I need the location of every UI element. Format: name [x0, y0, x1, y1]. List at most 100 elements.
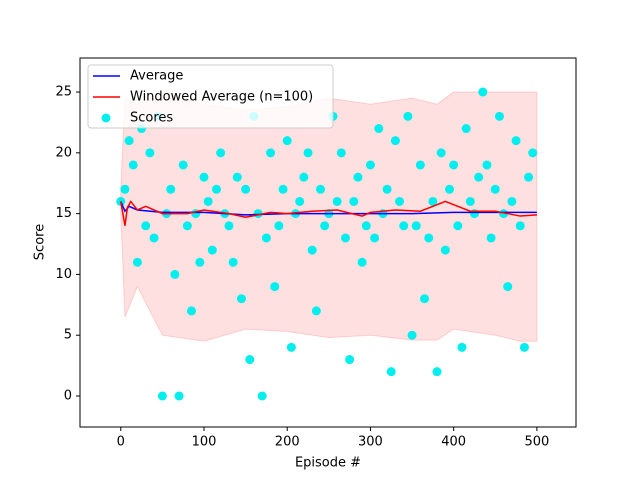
score-point	[465, 196, 475, 206]
x-axis-label: Episode #	[295, 456, 361, 471]
score-point	[395, 196, 405, 206]
score-point	[445, 184, 455, 194]
score-point	[494, 111, 504, 121]
line	[120, 201, 537, 216]
score-point	[349, 196, 359, 206]
score-point	[228, 257, 238, 267]
x-tick-label: 300	[358, 435, 383, 450]
score-point	[149, 233, 159, 243]
score-point	[524, 172, 534, 182]
score-point	[178, 160, 188, 170]
score-point	[474, 172, 484, 182]
score-point	[295, 196, 305, 206]
score-point	[415, 160, 425, 170]
score-point	[141, 221, 151, 231]
score-point	[157, 391, 167, 401]
score-point	[128, 160, 138, 170]
score-point	[370, 233, 380, 243]
score-point	[440, 245, 450, 255]
score-point	[224, 221, 234, 231]
x-tick-label: 400	[441, 435, 466, 450]
score-point	[528, 148, 538, 158]
score-point	[411, 221, 421, 231]
legend-label: Average	[130, 69, 183, 84]
score-point	[361, 221, 371, 231]
score-point	[245, 355, 255, 365]
score-point	[241, 184, 251, 194]
score-point	[257, 391, 267, 401]
plot-frame	[79, 57, 577, 428]
score-point	[457, 342, 467, 352]
score-point	[436, 148, 446, 158]
score-point	[311, 306, 321, 316]
score-point	[399, 221, 409, 231]
score-point	[286, 342, 296, 352]
score-point	[145, 148, 155, 158]
score-point	[307, 245, 317, 255]
score-point	[482, 160, 492, 170]
score-point	[432, 367, 442, 377]
score-point	[499, 209, 509, 219]
score-point	[519, 342, 529, 352]
x-tick-label: 200	[275, 435, 300, 450]
score-point	[390, 136, 400, 146]
score-point	[299, 172, 309, 182]
score-point	[120, 184, 130, 194]
score-point	[320, 221, 330, 231]
y-tick-label: 0	[64, 388, 72, 403]
score-point	[453, 221, 463, 231]
y-tick-label: 20	[55, 145, 72, 160]
y-axis-label: Score	[33, 224, 48, 260]
score-point	[303, 148, 313, 158]
score-point	[407, 330, 417, 340]
score-point	[420, 294, 430, 304]
score-point	[282, 136, 292, 146]
score-point	[124, 136, 134, 146]
score-point	[490, 184, 500, 194]
x-tick-label: 0	[117, 435, 125, 450]
score-point	[270, 282, 280, 292]
score-point	[507, 196, 517, 206]
score-point	[486, 233, 496, 243]
legend-box	[87, 64, 334, 129]
score-point	[266, 148, 276, 158]
y-tick-label: 15	[55, 206, 72, 221]
score-point	[449, 160, 459, 170]
score-point	[403, 111, 413, 121]
score-point	[182, 221, 192, 231]
score-point	[211, 184, 221, 194]
score-point	[340, 233, 350, 243]
score-point	[478, 87, 488, 97]
score-point	[207, 245, 217, 255]
y-tick-label: 10	[55, 267, 72, 282]
score-point	[353, 172, 363, 182]
score-point	[132, 257, 142, 267]
score-point	[187, 306, 197, 316]
y-tick-label: 25	[55, 85, 72, 100]
x-tick-label: 500	[524, 435, 549, 450]
legend-label: Windowed Average (n=100)	[130, 90, 313, 105]
y-tick-label: 5	[64, 328, 72, 343]
score-point	[166, 184, 176, 194]
score-point	[336, 148, 346, 158]
score-point	[461, 124, 471, 134]
score-point	[232, 172, 242, 182]
score-point	[261, 233, 271, 243]
score-point	[503, 282, 513, 292]
score-point	[316, 184, 326, 194]
score-point	[345, 355, 355, 365]
score-point	[424, 233, 434, 243]
legend-marker	[101, 113, 111, 123]
score-point	[386, 367, 396, 377]
score-point	[216, 148, 226, 158]
score-point	[174, 391, 184, 401]
score-point	[515, 221, 525, 231]
score-point	[203, 196, 213, 206]
legend-label: Scores	[130, 111, 173, 126]
score-point	[357, 257, 367, 267]
line	[120, 200, 537, 226]
score-point	[365, 160, 375, 170]
score-point	[170, 269, 180, 279]
score-point	[274, 221, 284, 231]
